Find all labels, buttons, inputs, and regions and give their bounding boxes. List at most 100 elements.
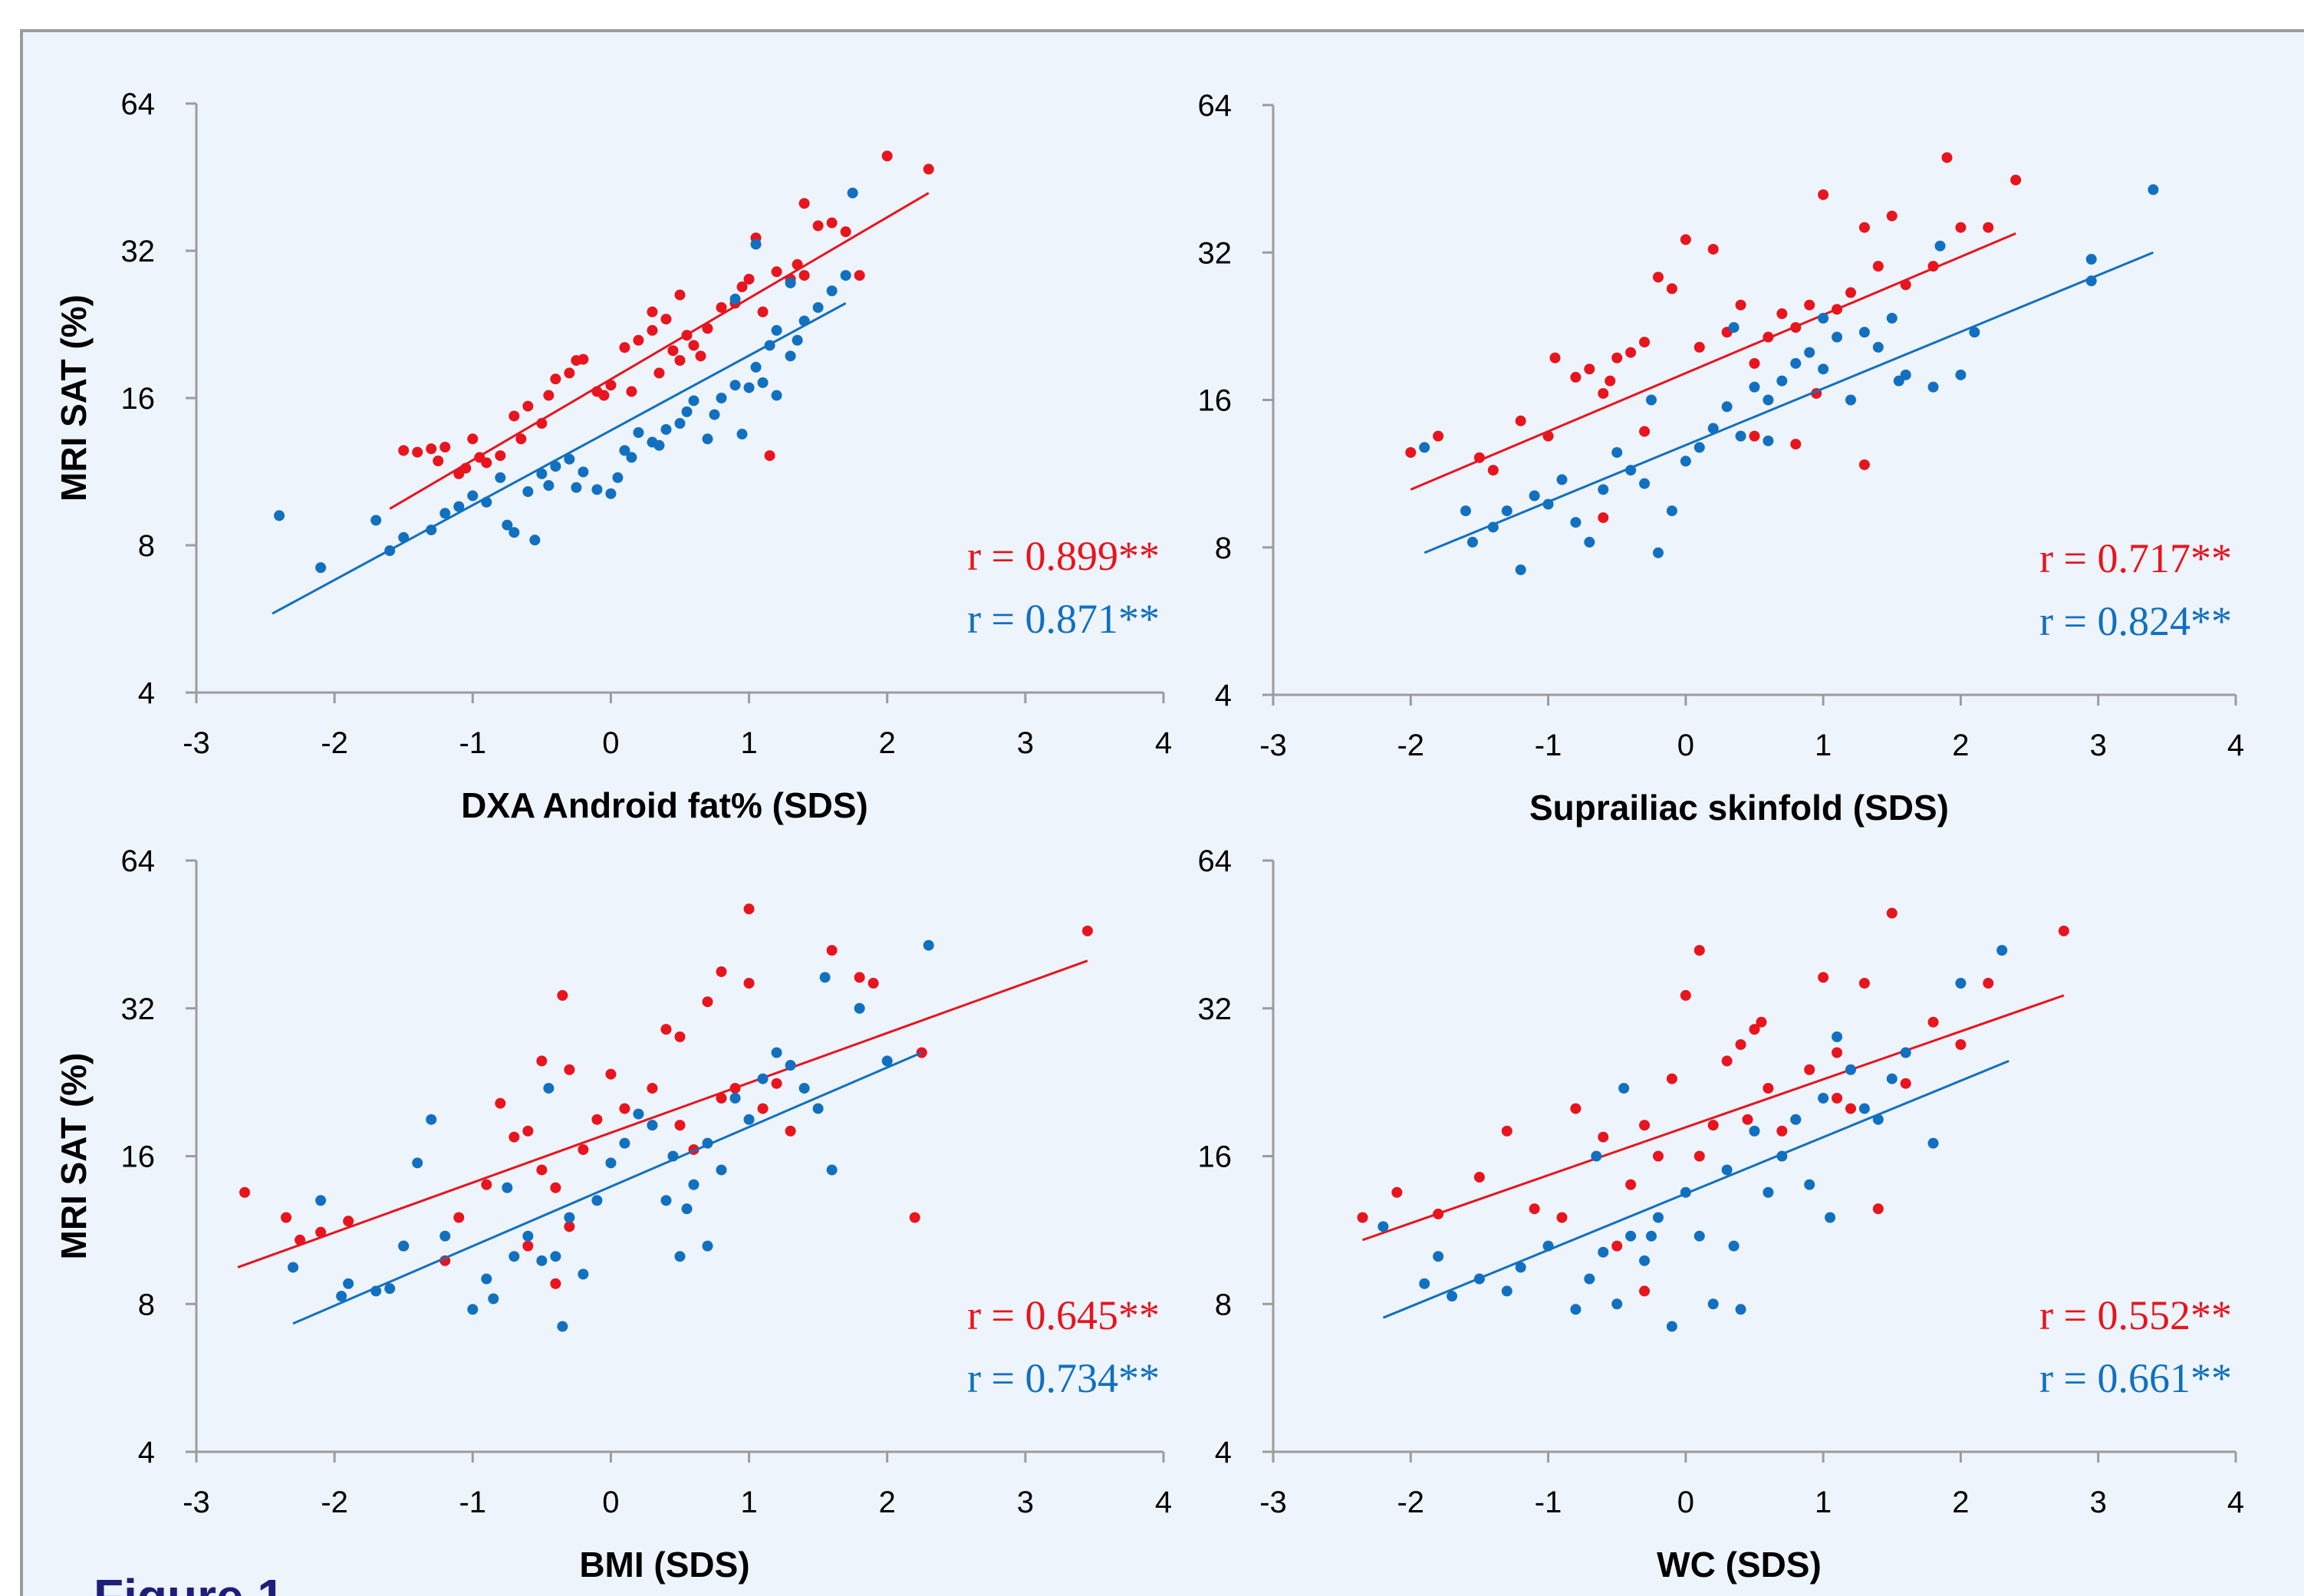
chart2-red-point bbox=[1845, 287, 1856, 298]
chart2-red-point bbox=[1858, 222, 1870, 233]
chart3-red-point bbox=[522, 1240, 534, 1252]
chart3-red-point bbox=[550, 1278, 561, 1289]
chart4-red-point bbox=[1742, 1114, 1753, 1125]
chart1-red-point bbox=[674, 289, 686, 301]
chart3-blue-point bbox=[336, 1291, 347, 1302]
chart2-blue-point bbox=[1529, 490, 1540, 502]
chart3-red-point bbox=[619, 1103, 630, 1114]
chart2-red-point bbox=[1487, 465, 1499, 476]
chart2-blue-point bbox=[1818, 364, 1829, 375]
chart3-red-point bbox=[854, 972, 865, 983]
chart4-red-point bbox=[1763, 1082, 1774, 1094]
chart3-blue-point bbox=[509, 1251, 520, 1262]
chart1-blue-point bbox=[509, 527, 520, 538]
chart4-red-point bbox=[1955, 1038, 1967, 1050]
chart3-blue-point bbox=[412, 1157, 423, 1169]
chart1-red-point bbox=[736, 281, 748, 293]
chart1-red-point bbox=[764, 450, 775, 462]
chart4-red-point bbox=[1501, 1125, 1512, 1137]
chart2-x-tick-label: 0 bbox=[1677, 729, 1694, 762]
chart3-blue-point bbox=[923, 940, 934, 951]
chart2-x-tick-label: 3 bbox=[2090, 729, 2107, 762]
chart2-correlation-red: r = 0.717** bbox=[2039, 535, 2232, 581]
chart2-blue-point bbox=[1653, 547, 1664, 558]
chart2-red-point bbox=[1776, 308, 1788, 320]
chart3-blue-point bbox=[543, 1082, 555, 1094]
chart3-blue-point bbox=[688, 1179, 699, 1190]
chart2-blue-point bbox=[1570, 517, 1582, 528]
chart1-blue-point bbox=[502, 519, 513, 531]
chart1-x-tick-label: -3 bbox=[183, 726, 210, 760]
chart2-blue-point bbox=[1721, 401, 1733, 413]
chart4-red-trendline bbox=[1362, 994, 2065, 1242]
chart1-blue-point bbox=[785, 277, 796, 288]
chart1-x-tick-label: 0 bbox=[602, 726, 619, 760]
chart1-blue-point bbox=[743, 382, 755, 393]
chart1-blue-point bbox=[840, 270, 851, 281]
chart4-red-point bbox=[1886, 907, 1898, 919]
chart4-red-point bbox=[1625, 1179, 1637, 1190]
chart4-red-point bbox=[1666, 1073, 1677, 1084]
chart2-blue-point bbox=[1515, 564, 1526, 575]
chart2-x-axis-title: Suprailiac skinfold (SDS) bbox=[1529, 788, 1949, 828]
chart1-x-tick-label: 2 bbox=[879, 726, 896, 760]
chart3-x-tick-label: 0 bbox=[602, 1486, 619, 1519]
chart1-blue-point bbox=[467, 490, 479, 502]
chart1-blue-point bbox=[688, 395, 699, 406]
chart3-red-point bbox=[867, 977, 879, 989]
chart-panel-4: 4 8 16 32 64 -3 -2 -1 0 1 2 3 4 WC (SDS) r = 0.552** r … bbox=[1198, 844, 2245, 1584]
chart3-red-point bbox=[909, 1212, 920, 1223]
chart1-red-point bbox=[619, 342, 630, 354]
chart3-x-tick-label: 2 bbox=[879, 1486, 896, 1519]
chart3-red-point bbox=[785, 1125, 796, 1137]
chart1-red-point bbox=[702, 323, 713, 334]
chart3-red-point bbox=[495, 1097, 506, 1109]
chart4-blue-point bbox=[1790, 1114, 1802, 1125]
chart3-red-point bbox=[647, 1082, 658, 1094]
chart4-correlation-red: r = 0.552** bbox=[2039, 1292, 2232, 1338]
chart3-y-tick-label: 16 bbox=[121, 1140, 156, 1174]
chart3-red-point bbox=[591, 1114, 603, 1125]
chart4-blue-point bbox=[1996, 945, 2008, 956]
chart3-red-point bbox=[716, 966, 727, 977]
chart4-blue-point bbox=[1818, 1092, 1829, 1104]
chart3-blue-point bbox=[578, 1269, 589, 1280]
chart1-red-point bbox=[543, 390, 555, 401]
chart3-red-point bbox=[281, 1212, 292, 1223]
chart4-red-point bbox=[1653, 1150, 1664, 1162]
chart2-y-tick-label: 8 bbox=[1215, 531, 1232, 565]
chart2-blue-point bbox=[1666, 505, 1677, 517]
chart4-red-point bbox=[1473, 1171, 1485, 1183]
chart1-blue-point bbox=[571, 482, 582, 493]
chart1-red-point bbox=[695, 350, 706, 362]
chart4-x-tick-label: -1 bbox=[1535, 1486, 1562, 1519]
chart1-blue-point bbox=[315, 562, 327, 574]
chart3-x-tick-label: -3 bbox=[183, 1486, 210, 1519]
chart4-red-point bbox=[1391, 1186, 1403, 1198]
chart3-blue-point bbox=[702, 1240, 713, 1252]
chart4-red-point bbox=[1570, 1103, 1582, 1114]
chart4-blue-point bbox=[1501, 1285, 1512, 1297]
chart2-y-tick-label: 16 bbox=[1198, 384, 1233, 418]
chart4-blue-point bbox=[1693, 1230, 1705, 1242]
chart1-blue-point bbox=[771, 324, 782, 336]
chart4-y-tick-label: 16 bbox=[1198, 1140, 1233, 1174]
chart2-red-point bbox=[1790, 439, 1802, 450]
chart3-y-axis-title: MRI SAT (%) bbox=[54, 1052, 94, 1259]
chart1-blue-point bbox=[564, 453, 575, 465]
chart2-blue-point bbox=[1804, 347, 1815, 358]
chart3-blue-point bbox=[729, 1092, 741, 1104]
chart1-y-tick-label: 4 bbox=[138, 676, 155, 710]
chart3-red-point bbox=[716, 1092, 727, 1104]
chart1-x-tick-label: 4 bbox=[1155, 726, 1172, 760]
chart3-blue-point bbox=[633, 1108, 644, 1120]
chart1-y-tick-label: 64 bbox=[121, 87, 156, 121]
chart1-red-point bbox=[398, 445, 410, 456]
chart2-blue-point bbox=[1749, 381, 1760, 393]
chart3-red-point bbox=[605, 1068, 617, 1080]
chart2-blue-point bbox=[1969, 327, 1980, 338]
chart2-red-point bbox=[1804, 299, 1815, 311]
chart1-x-axis-title: DXA Android fat% (SDS) bbox=[461, 785, 868, 825]
chart3-correlation-red: r = 0.645** bbox=[967, 1292, 1160, 1338]
chart4-red-point bbox=[1639, 1120, 1651, 1131]
